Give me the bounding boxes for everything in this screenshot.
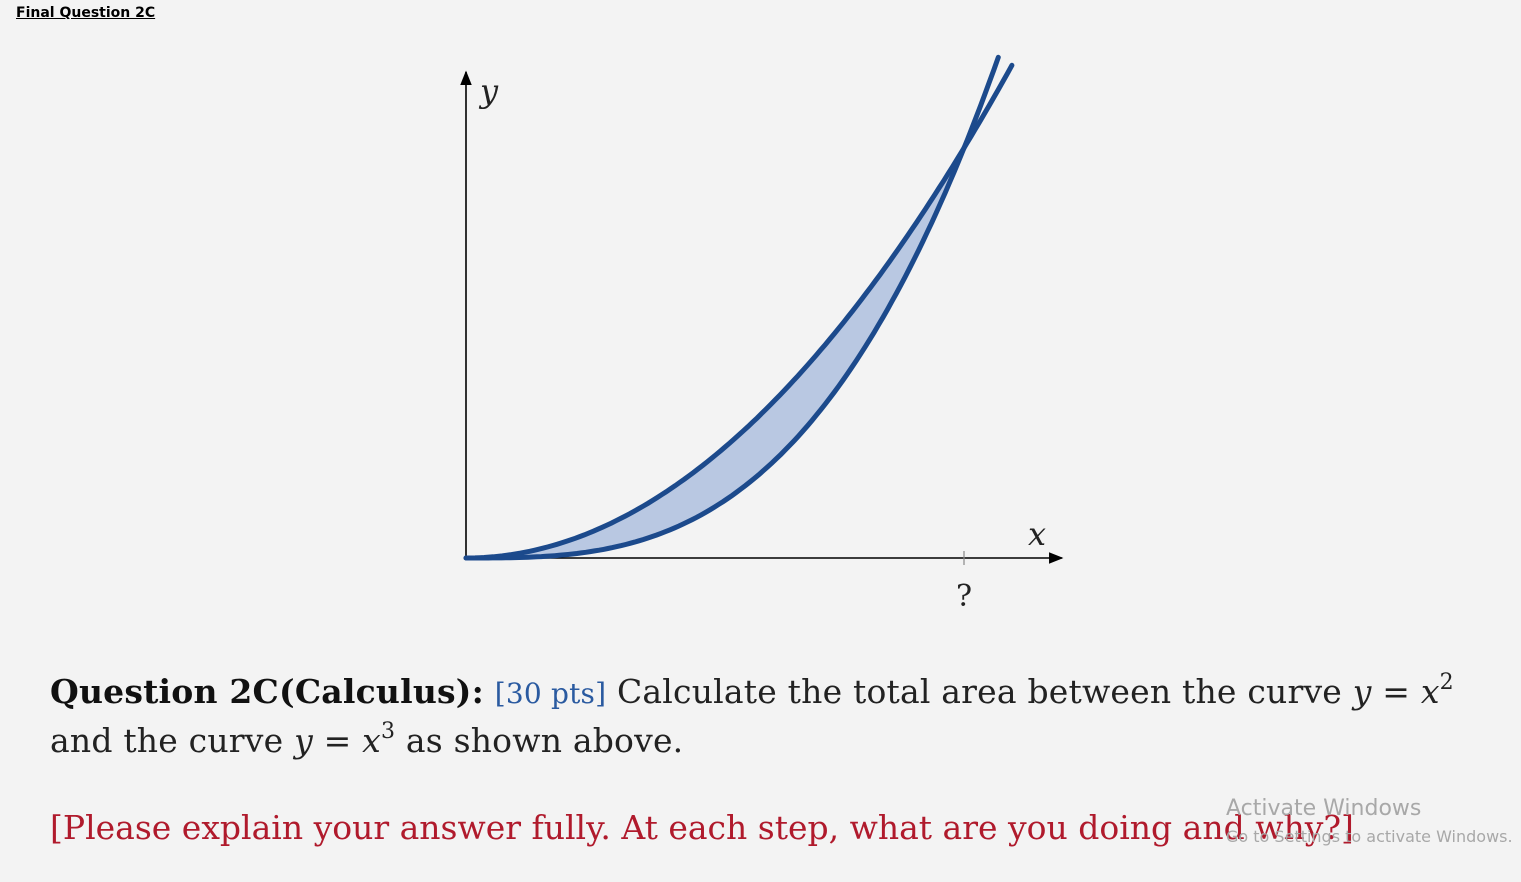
question-heading: Question 2C(Calculus): xyxy=(50,672,484,711)
question-body-part2: and the curve xyxy=(50,721,284,760)
curve1-exponent: 2 xyxy=(1439,670,1454,695)
curve-x-cubed xyxy=(463,54,1001,561)
curve2-exponent: 3 xyxy=(380,719,396,744)
curve-x-squared xyxy=(463,62,1015,561)
curve2-base: x xyxy=(362,721,381,760)
y-axis-label: y xyxy=(478,72,499,110)
intersection-tick-label: ? xyxy=(956,579,972,614)
curve1-lhs: y xyxy=(1352,672,1372,711)
points-badge: [30 pts] xyxy=(494,677,607,710)
curve2-equals: = xyxy=(323,721,352,760)
shaded-area-region xyxy=(466,148,964,558)
document-title: Final Question 2C xyxy=(16,5,156,21)
question-body-part3: as shown above. xyxy=(405,721,684,760)
question-text: Question 2C(Calculus): [30 pts] Calculat… xyxy=(50,668,1500,764)
curve2-lhs: y xyxy=(294,721,313,760)
x-axis-label: x xyxy=(1028,515,1046,553)
curve1-base: x xyxy=(1420,672,1440,711)
explanation-instruction: [Please explain your answer fully. At ea… xyxy=(50,808,1354,847)
question-body-part1: Calculate the total area between the cur… xyxy=(616,672,1343,711)
curve1-equals: = xyxy=(1382,672,1411,711)
area-between-curves-figure: y x ? xyxy=(460,54,1064,614)
